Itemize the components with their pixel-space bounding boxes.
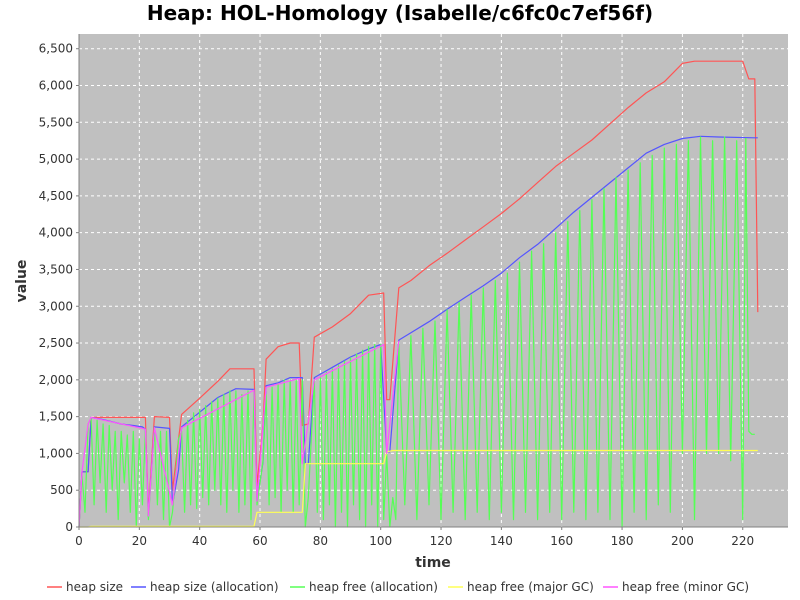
y-axis-label: value [14, 260, 30, 303]
y-tick-label-9: 4,500 [39, 189, 73, 203]
y-tick-label-3: 1,500 [39, 410, 73, 424]
axes [78, 34, 788, 528]
y-tick-label-7: 3,500 [39, 262, 73, 276]
y-tick-label-5: 2,500 [39, 336, 73, 350]
x-tick-label-0: 0 [75, 534, 83, 548]
legend-label-4: heap free (minor GC) [622, 580, 749, 594]
x-tick-label-1: 20 [132, 534, 147, 548]
x-tick-label-10: 200 [671, 534, 694, 548]
y-tick-label-4: 2,000 [39, 373, 73, 387]
x-tick-label-3: 60 [252, 534, 267, 548]
y-tick-label-2: 1,000 [39, 446, 73, 460]
legend-label-2: heap free (allocation) [309, 580, 438, 594]
y-axis-ticks: 0 500 1,000 1,500 2,000 2,500 3,000 3,500 4,000 4… [39, 42, 79, 534]
y-tick-label-11: 5,500 [39, 115, 73, 129]
y-tick-label-12: 6,000 [39, 79, 73, 93]
x-tick-label-9: 180 [611, 534, 634, 548]
x-tick-label-11: 220 [731, 534, 754, 548]
legend-label-1: heap size (allocation) [150, 580, 279, 594]
series-line-heap-free-minor-gc- [78, 340, 400, 528]
x-tick-label-8: 160 [550, 534, 573, 548]
series-line-heap-size [78, 60, 759, 528]
series-lines [78, 60, 759, 528]
series-line-heap-free-allocation- [78, 136, 755, 528]
y-tick-label-8: 4,000 [39, 226, 73, 240]
x-tick-label-5: 100 [369, 534, 392, 548]
y-tick-label-1: 500 [50, 483, 73, 497]
x-tick-label-2: 40 [192, 534, 207, 548]
legend: heap size heap size (allocation) heap free… [47, 580, 749, 594]
x-tick-label-6: 120 [430, 534, 453, 548]
plot-area [79, 34, 788, 527]
legend-label-3: heap free (major GC) [467, 580, 594, 594]
y-tick-label-13: 6,500 [39, 42, 73, 56]
x-tick-label-7: 140 [490, 534, 513, 548]
x-tick-label-4: 80 [313, 534, 328, 548]
x-axis-label: time [415, 555, 451, 571]
x-axis-ticks: 0 20 40 60 80 100 120 140 160 180 200 220 [75, 527, 754, 548]
y-tick-label-6: 3,000 [39, 299, 73, 313]
legend-label-0: heap size [66, 580, 123, 594]
y-tick-label-10: 5,000 [39, 152, 73, 166]
y-tick-label-0: 0 [65, 520, 73, 534]
chart-title: Heap: HOL-Homology (Isabelle/c6fc0c7ef56… [147, 1, 653, 25]
